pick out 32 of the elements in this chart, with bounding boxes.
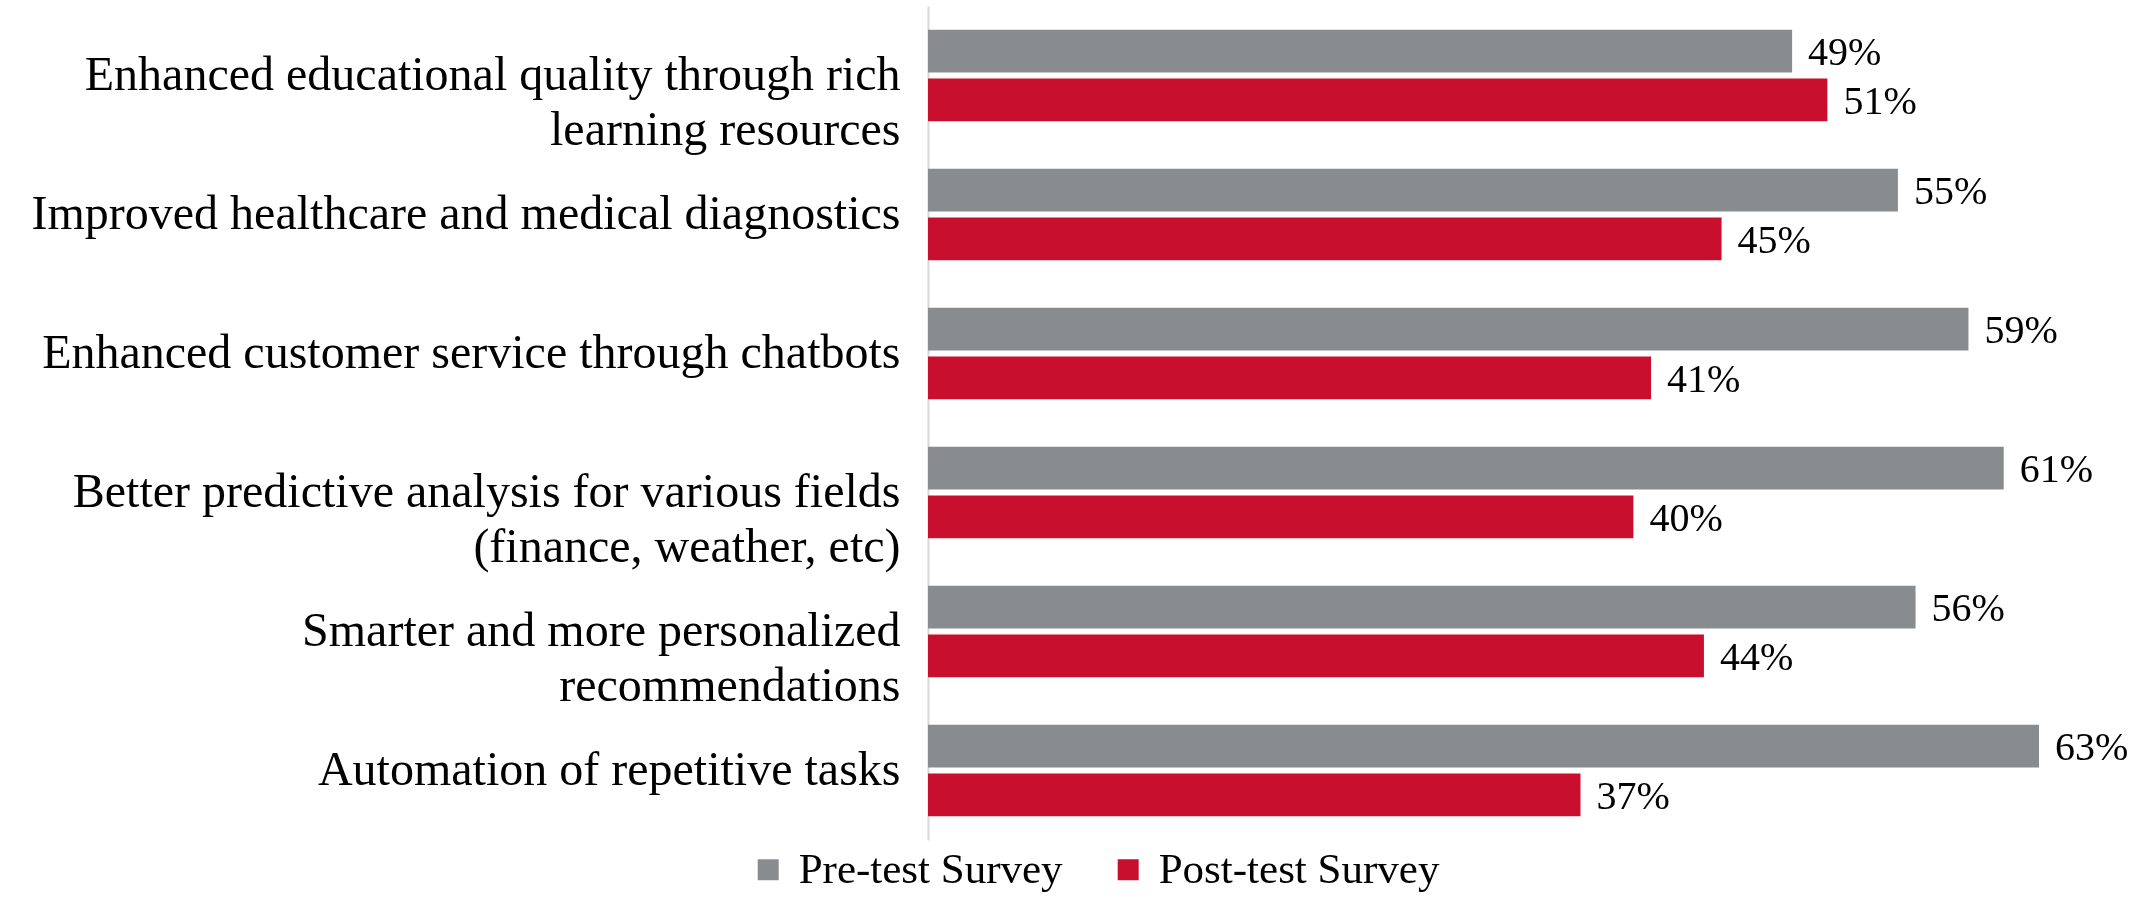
- bar: [928, 217, 1722, 261]
- bar: [928, 446, 2004, 490]
- y-tick-label: Enhanced customer service through chatbots: [42, 324, 901, 378]
- bar: [928, 634, 1704, 678]
- y-tick-label: Improved healthcare and medical diagnostics: [31, 185, 901, 239]
- bar: [928, 78, 1828, 122]
- data-label: 55%: [1913, 168, 1988, 214]
- data-label: 45%: [1737, 216, 1811, 262]
- data-label: 40%: [1649, 494, 1723, 540]
- bar: [928, 168, 1898, 212]
- y-tick-label: Automation of repetitive tasks: [317, 741, 901, 795]
- legend-label: Post-test Survey: [1158, 844, 1440, 892]
- y-tick-label: Smarter and more personalized recommendations: [302, 602, 901, 711]
- bar: [928, 307, 1969, 351]
- bar: [928, 773, 1581, 817]
- bar: [928, 585, 1916, 629]
- legend-label: Pre-test Survey: [798, 844, 1064, 892]
- bar: [928, 495, 1634, 539]
- data-label: 63%: [2055, 724, 2129, 770]
- data-label: 61%: [2019, 446, 2094, 492]
- bar: [928, 724, 2039, 768]
- y-tick-label: Enhanced educational quality through rich learning resources: [84, 46, 901, 155]
- data-label: 49%: [1808, 29, 1882, 75]
- bar: [928, 29, 1793, 73]
- bar: [928, 356, 1652, 400]
- data-label: 44%: [1719, 633, 1794, 679]
- data-label: 51%: [1843, 77, 1917, 123]
- data-label: 37%: [1596, 772, 1670, 818]
- data-label: 59%: [1984, 307, 2058, 353]
- y-tick-label: Better predictive analysis for various fields (finance, weather, etc): [72, 463, 901, 573]
- data-label: 41%: [1667, 355, 1741, 401]
- data-label: 56%: [1931, 585, 2005, 631]
